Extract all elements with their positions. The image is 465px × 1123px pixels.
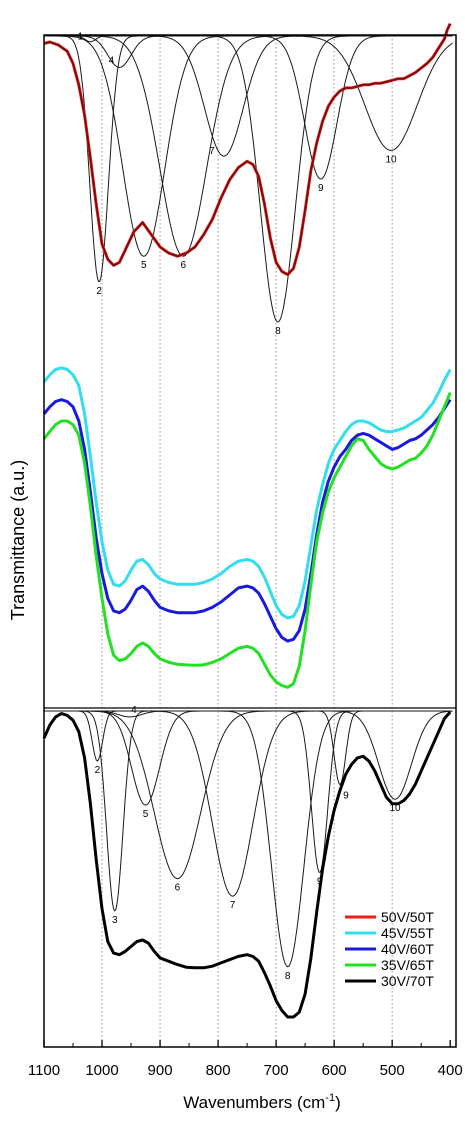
peak-label-bottom-3: 3 <box>112 915 118 926</box>
legend-label-3: 35V/65T <box>381 957 434 973</box>
x-axis-label-main: Wavenumbers (cm <box>183 1093 325 1112</box>
series-lines <box>42 22 452 1019</box>
tick-label-900: 900 <box>148 1062 173 1079</box>
series-line-2 <box>42 398 452 643</box>
tick-label-700: 700 <box>264 1062 289 1079</box>
tick-label-400: 400 <box>438 1062 463 1079</box>
peak-label-bottom-5: 5 <box>143 809 149 820</box>
tick-label-1000: 1000 <box>85 1062 118 1079</box>
peak-label-bottom-4: 4 <box>131 705 137 716</box>
peak-label-bottom-7: 7 <box>230 900 236 911</box>
fit-top-7-5 <box>44 35 453 157</box>
y-axis-label: Transmittance (a.u.) <box>8 460 28 620</box>
peak-label-bottom-8: 8 <box>285 971 291 982</box>
plot-frame <box>43 34 457 1048</box>
peak-label-top-8: 8 <box>275 326 281 337</box>
peak-label-top-4: 4 <box>109 55 115 66</box>
tick-label-500: 500 <box>380 1062 405 1079</box>
peak-label-top-2: 2 <box>96 286 102 297</box>
peak-label-top-5: 5 <box>141 260 147 271</box>
fit-components <box>44 35 453 968</box>
legend-label-0: 50V/50T <box>381 909 434 925</box>
series-line-3 <box>42 392 452 689</box>
fit-bottom-6-13 <box>44 710 453 880</box>
fit-bottom-10-18 <box>44 710 453 800</box>
fit-top-6-4 <box>44 35 453 257</box>
plot-border <box>43 34 457 1048</box>
fit-top-8-6 <box>44 35 453 323</box>
series-fit-sum-0 <box>43 23 451 276</box>
series-line-4 <box>42 711 452 1019</box>
peak-label-top-10: 10 <box>385 154 397 165</box>
tick-label-600: 600 <box>322 1062 347 1079</box>
peak-label-bottom-6: 6 <box>175 883 181 894</box>
peak-label-top-1: 1 <box>78 32 84 43</box>
peak-label-top-9: 9 <box>318 183 324 194</box>
tick-label-1100: 1100 <box>28 1062 60 1079</box>
peak-label-bottom-9: 9 <box>317 877 323 888</box>
fit-bottom-2-9 <box>44 710 453 762</box>
x-ticks: 1100 1000 900 800 700 600 500 400 <box>28 1040 463 1079</box>
peak-label-top-7: 7 <box>209 146 215 157</box>
x-axis-label: Wavenumbers (cm-1) <box>183 1092 340 1112</box>
tick-label-800: 800 <box>206 1062 231 1079</box>
x-axis-label-sup: -1 <box>325 1092 335 1104</box>
legend-label-1: 45V/55T <box>381 925 434 941</box>
peak-labels: 1 2 4 5 6 7 8 9 10 2 3 4 5 6 7 8 9 9 10 <box>78 32 401 982</box>
peak-label-top-6: 6 <box>180 260 186 271</box>
series-line-1 <box>42 366 452 620</box>
fit-bottom-9-17 <box>44 710 453 786</box>
legend-label-4: 30V/70T <box>381 973 434 989</box>
legend-label-2: 40V/60T <box>381 941 434 957</box>
vertical-gridlines <box>101 35 393 1047</box>
fit-top-5-3 <box>44 35 453 257</box>
peak-label-bottom-9: 9 <box>343 791 349 802</box>
peak-label-bottom-10: 10 <box>390 803 402 814</box>
x-axis-label-close: ) <box>335 1093 341 1112</box>
peak-label-bottom-2: 2 <box>95 765 101 776</box>
fit-top-10-8 <box>44 35 453 151</box>
